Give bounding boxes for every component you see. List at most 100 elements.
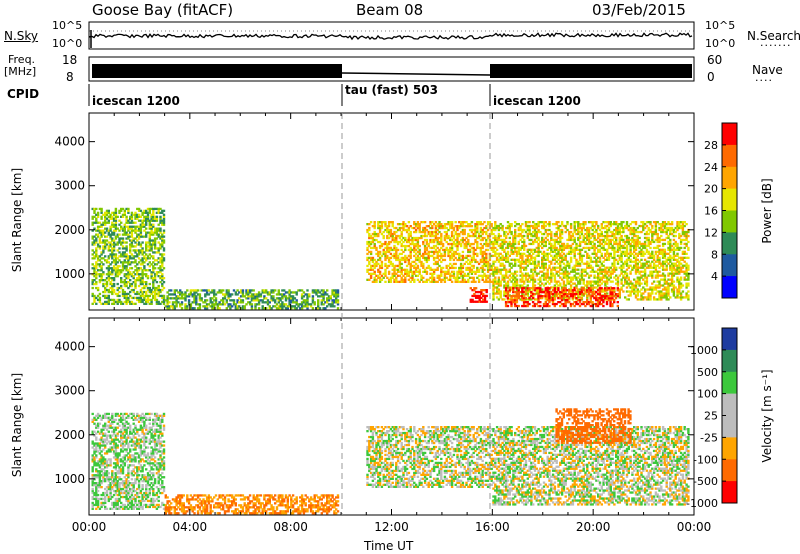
power-cell [510, 242, 513, 246]
power-cell [139, 263, 143, 266]
power-cell [514, 230, 517, 234]
power-cell [193, 299, 196, 302]
power-cell [517, 223, 520, 226]
power-cell [450, 270, 454, 273]
power-cell [302, 305, 306, 308]
power-cell [184, 299, 187, 302]
power-cell [456, 278, 459, 281]
power-cell [613, 236, 616, 240]
power-cell [404, 225, 407, 228]
power-cell [377, 250, 380, 254]
power-cell [130, 211, 134, 214]
power-cell [452, 272, 456, 275]
power-cell [476, 260, 479, 264]
power-cell [440, 272, 443, 275]
power-cell [598, 260, 602, 263]
power-cell [304, 303, 307, 306]
power-cell [622, 266, 625, 269]
power-cell [180, 303, 184, 306]
power-cell [111, 277, 114, 280]
power-cell [184, 295, 187, 298]
power-cell [395, 236, 398, 240]
power-cell [220, 303, 223, 306]
power-cell [467, 248, 470, 252]
power-cell [179, 289, 182, 292]
power-cell [613, 268, 616, 271]
power-cell [245, 291, 248, 294]
power-cell [378, 230, 382, 234]
power-cell [384, 221, 387, 224]
power-cell [98, 247, 102, 250]
power-cell [369, 266, 373, 270]
power-cell [130, 213, 134, 216]
power-cell [369, 258, 373, 262]
power-cell [454, 242, 457, 246]
power-cell [254, 307, 257, 310]
power-cell [107, 296, 110, 300]
power-cell [634, 252, 638, 255]
power-cell [505, 260, 508, 263]
power-cell [490, 272, 493, 275]
power-cell [631, 228, 634, 232]
power-cell [627, 278, 630, 281]
power-cell [146, 263, 150, 266]
power-cell [146, 219, 150, 222]
power-cell [553, 268, 557, 271]
power-cell [118, 241, 121, 244]
power-cell [129, 217, 132, 220]
power-cell [127, 209, 130, 212]
power-cell [157, 294, 160, 298]
power-cell [290, 301, 293, 304]
power-cell [288, 289, 291, 292]
power-cell [647, 244, 650, 248]
power-cell [407, 270, 411, 273]
power-cell [622, 228, 625, 232]
power-cell [148, 253, 151, 256]
power-cell [564, 284, 567, 287]
power-cell [141, 290, 144, 294]
power-cell [259, 295, 263, 298]
power-cell [483, 242, 486, 246]
power-cell [118, 209, 121, 212]
power-cell [506, 224, 510, 228]
power-cell [299, 307, 302, 310]
power-cell [411, 226, 414, 230]
power-cell [640, 224, 643, 228]
power-cell [112, 259, 116, 262]
power-cell [318, 291, 322, 294]
power-cell [291, 291, 295, 294]
power-cell [105, 273, 109, 276]
power-cell [389, 230, 393, 234]
power-cell [580, 223, 584, 226]
power-cell [102, 251, 105, 254]
power-cell [118, 290, 121, 294]
power-cell [470, 264, 474, 268]
power-cell [402, 256, 405, 260]
power-cell [425, 225, 429, 228]
power-cell [93, 279, 96, 282]
power-cell [409, 230, 412, 234]
power-cell [434, 244, 438, 248]
power-cell [470, 246, 474, 250]
power-cell [560, 272, 564, 275]
power-cell [629, 290, 632, 293]
power-cell [130, 217, 134, 220]
power-cell [293, 297, 297, 300]
power-cell [387, 264, 391, 268]
power-cell [557, 240, 560, 244]
power-cell [624, 226, 627, 230]
power-cell [452, 226, 456, 230]
power-cell [127, 298, 130, 302]
power-cell [497, 226, 501, 230]
power-cell [440, 256, 443, 260]
power-cell [145, 259, 148, 262]
power-cell [477, 236, 481, 240]
power-cell [449, 278, 452, 281]
power-cell [137, 300, 141, 304]
power-cell [535, 298, 538, 301]
power-cell [597, 232, 600, 236]
power-cell [157, 267, 160, 270]
power-cell [454, 262, 457, 266]
power-cell [109, 271, 112, 274]
power-cell [566, 276, 569, 279]
